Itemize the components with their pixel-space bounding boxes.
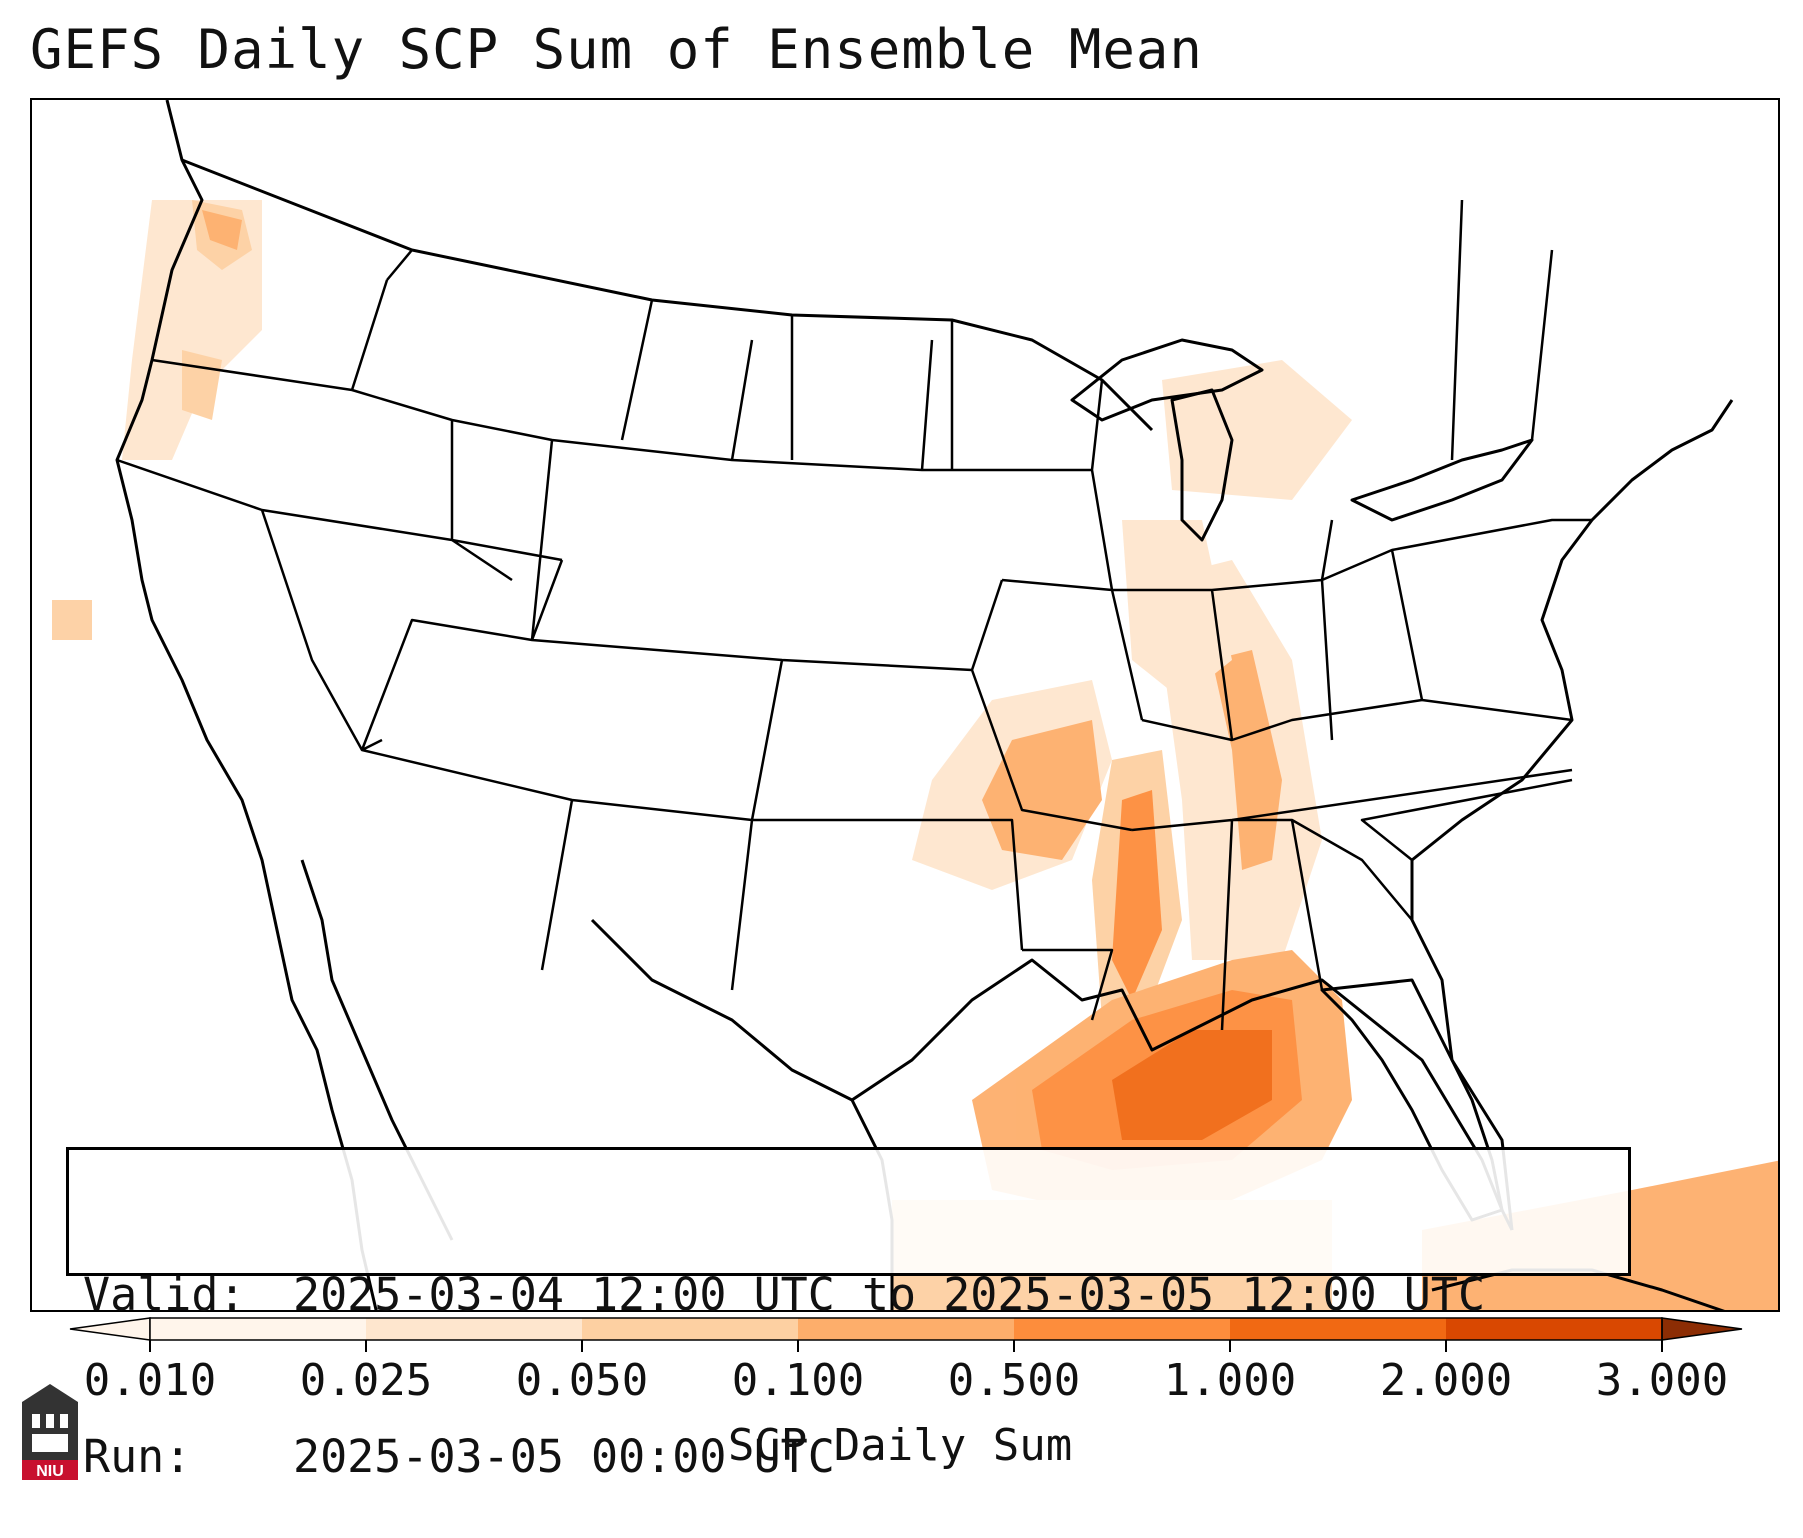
valid-label: Valid: — [83, 1268, 246, 1321]
state-lines — [116, 199, 1592, 1031]
west-coastline — [115, 100, 378, 1310]
shade-oregon — [182, 350, 222, 420]
run-label: Run: — [83, 1430, 192, 1483]
gulf-coastline — [590, 918, 1514, 1231]
shade-ca-offshore — [52, 600, 92, 640]
colorbar-ticks — [149, 1340, 1663, 1352]
conus-map — [52, 100, 1778, 1310]
canada-border — [181, 158, 1154, 432]
colorbar — [69, 1317, 1743, 1352]
valid-run-info-box: Valid: 2025-03-04 12:00 UTC to 2025-03-05… — [66, 1147, 1631, 1483]
shade-gulf-core — [1112, 1030, 1272, 1140]
niu-logo: NIU — [22, 1384, 78, 1480]
run-value: 2025-03-05 00:00 UTC — [293, 1430, 835, 1483]
colorbar-segment — [150, 1318, 366, 1340]
lake-superior — [1070, 338, 1264, 422]
colorbar-tick-label: 0.100 — [731, 1355, 865, 1406]
colorbar-tick-label: 3.000 — [1595, 1355, 1729, 1406]
colorbar-title: SCP Daily Sum — [727, 1420, 1073, 1471]
atlantic-coastline — [1410, 399, 1734, 1231]
colorbar-segment — [582, 1318, 798, 1340]
run-line: Run: 2025-03-05 00:00 UTC — [83, 1430, 1628, 1484]
colorbar-tick-label: 0.025 — [299, 1355, 433, 1406]
lake-michigan — [1170, 388, 1234, 542]
map-outlines — [115, 100, 1734, 1310]
valid-value: 2025-03-04 12:00 UTC to 2025-03-05 12:00… — [293, 1268, 1486, 1321]
scp-shading — [52, 200, 1778, 1310]
shade-il — [1122, 520, 1232, 700]
colorbar-segment — [366, 1318, 582, 1340]
map-frame — [30, 98, 1780, 1312]
colorbar-segment — [1446, 1318, 1662, 1340]
colorbar-tick-label: 1.000 — [1163, 1355, 1297, 1406]
colorbar-extend-min — [69, 1317, 151, 1341]
colorbar-outline — [149, 1317, 1663, 1341]
colorbar-segments — [69, 1317, 1743, 1341]
shade-michigan — [1162, 360, 1352, 500]
shade-pnw-orange — [202, 210, 242, 250]
colorbar-tick-label: 0.500 — [947, 1355, 1081, 1406]
colorbar-tick-label: 0.050 — [515, 1355, 649, 1406]
colorbar-tick-label: 0.010 — [83, 1355, 217, 1406]
colorbar-extend-max — [1661, 1317, 1743, 1341]
colorbar-segment — [1230, 1318, 1446, 1340]
valid-line: Valid: 2025-03-04 12:00 UTC to 2025-03-05… — [83, 1268, 1628, 1322]
colorbar-segment — [798, 1318, 1014, 1340]
map-title: GEFS Daily SCP Sum of Ensemble Mean — [30, 18, 1203, 81]
colorbar-tick-label: 2.000 — [1379, 1355, 1513, 1406]
colorbar-segment — [1014, 1318, 1230, 1340]
lake-erie-ontario — [1350, 438, 1534, 522]
shade-ms — [1112, 790, 1162, 1000]
svg-text:NIU: NIU — [36, 1463, 64, 1480]
